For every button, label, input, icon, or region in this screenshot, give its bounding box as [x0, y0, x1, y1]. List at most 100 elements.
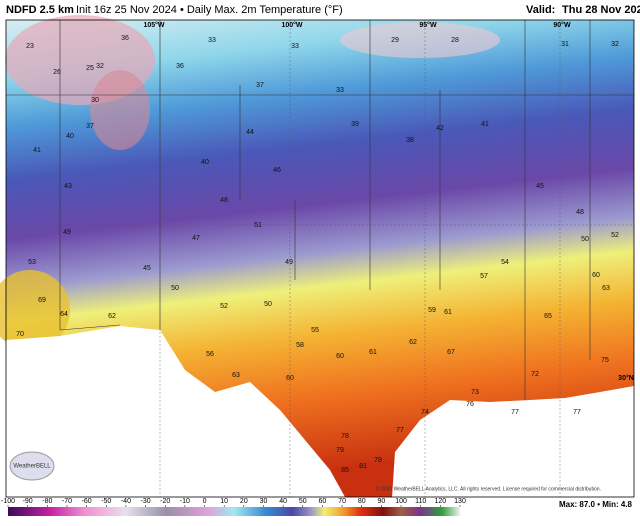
temperature-label: 75 [601, 357, 609, 364]
temperature-label: 30 [91, 97, 99, 104]
temperature-label: 50 [264, 301, 272, 308]
temperature-label: 42 [436, 125, 444, 132]
temperature-label: 46 [273, 167, 281, 174]
temperature-label: 57 [480, 273, 488, 280]
temperature-label: 72 [531, 371, 539, 378]
copyright: © 2024 WeatherBELL Analytics, LLC. All r… [376, 485, 601, 492]
temperature-label: 65 [544, 313, 552, 320]
temperature-label: 60 [336, 353, 344, 360]
temperature-label: 33 [291, 43, 299, 50]
colorbar-label: -10 [180, 498, 190, 505]
temperature-label: 41 [481, 121, 489, 128]
temperature-label: 73 [471, 389, 479, 396]
temperature-label: 54 [501, 259, 509, 266]
temperature-label: 63 [602, 285, 610, 292]
temperature-label: 49 [63, 229, 71, 236]
colorbar [8, 507, 460, 516]
temperature-label: 61 [369, 349, 377, 356]
colorbar-label: 40 [279, 498, 287, 505]
temperature-label: 49 [285, 259, 293, 266]
graticule-label: 105°W [143, 21, 164, 29]
temperature-label: 60 [286, 375, 294, 382]
valid-date: Thu 28 Nov 2024 [562, 4, 640, 16]
temperature-label: 33 [336, 87, 344, 94]
mexico [6, 326, 345, 497]
temperature-label: 47 [192, 235, 200, 242]
temperature-label: 51 [254, 222, 262, 229]
temperature-label: 43 [64, 183, 72, 190]
colorbar-label: 20 [240, 498, 248, 505]
temperature-label: 55 [311, 327, 319, 334]
colorbar-label: 10 [220, 498, 228, 505]
temperature-label: 36 [121, 35, 129, 42]
temperature-label: 79 [336, 447, 344, 454]
temperature-label: 37 [86, 123, 94, 130]
temperature-label: 37 [256, 82, 264, 89]
temperature-label: 39 [351, 121, 359, 128]
temperature-label: 40 [201, 159, 209, 166]
temperature-label: 28 [451, 37, 459, 44]
colorbar-label: 30 [260, 498, 268, 505]
colorbar-label: 130 [454, 498, 466, 505]
temperature-label: 81 [359, 463, 367, 470]
colorbar-label: -30 [141, 498, 151, 505]
temperature-label: 31 [561, 41, 569, 48]
logo-badge [9, 451, 55, 481]
temperature-label: 67 [447, 349, 455, 356]
temperature-label: 61 [444, 309, 452, 316]
rockies-area [90, 70, 150, 150]
colorbar-label: -50 [101, 498, 111, 505]
temperature-label: 78 [341, 433, 349, 440]
temperature-label: 69 [38, 297, 46, 304]
colorbar-label: -100 [1, 498, 15, 505]
map: WeatherBELL © 2024 WeatherBELL Analytics… [0, 15, 635, 498]
temperature-label: 77 [573, 409, 581, 416]
temperature-label: 53 [28, 259, 36, 266]
temperature-label: 48 [576, 209, 584, 216]
temperature-label: 78 [374, 457, 382, 464]
temperature-label: 26 [53, 69, 61, 76]
temperature-label: 32 [96, 63, 104, 70]
temperature-label: 33 [208, 37, 216, 44]
temperature-label: 60 [592, 272, 600, 279]
graticule-label: 30°N [618, 374, 634, 382]
temperature-label: 52 [611, 232, 619, 239]
colorbar-label: 60 [319, 498, 327, 505]
temperature-label: 40 [66, 133, 74, 140]
temperature-label: 32 [611, 41, 619, 48]
temperature-label: 50 [581, 236, 589, 243]
stats: Max: 87.0 • Min: 4.8 [559, 500, 633, 509]
colorbar-label: 70 [338, 498, 346, 505]
subtitle: Init 16z 25 Nov 2024 • Daily Max. 2m Tem… [76, 4, 343, 16]
temperature-label: 29 [391, 37, 399, 44]
colorbar-label: 80 [358, 498, 366, 505]
colorbar-label: 100 [395, 498, 407, 505]
colorbar-label: 0 [203, 498, 207, 505]
colorbar-label: 110 [415, 498, 426, 505]
state-borders [6, 20, 634, 400]
colorbar-label: -60 [82, 498, 92, 505]
graticule-label: 90°W [553, 21, 571, 29]
north-pink-area [340, 22, 500, 58]
colorbar-label: -70 [62, 498, 72, 505]
logo: WeatherBELL [13, 464, 51, 470]
title: NDFD 2.5 km [6, 4, 74, 16]
temperature-label: 58 [296, 342, 304, 349]
temperature-label: 25 [86, 65, 94, 72]
colorbar-label: 90 [377, 498, 385, 505]
temperature-label: 76 [466, 401, 474, 408]
colorbar-label: 120 [435, 498, 447, 505]
temperature-label: 77 [511, 409, 519, 416]
temperature-label: 52 [220, 303, 228, 310]
valid-label: Valid: [526, 4, 555, 16]
colorbar-label: 50 [299, 498, 307, 505]
temperature-label: 50 [171, 285, 179, 292]
temperature-label: 56 [206, 351, 214, 358]
graticule [6, 20, 634, 497]
graticule-label: 95°W [419, 21, 437, 29]
colorbar-label: -40 [121, 498, 131, 505]
temperature-label: 44 [246, 129, 254, 136]
temperature-label: 63 [232, 372, 240, 379]
temperature-label: 45 [143, 265, 151, 272]
